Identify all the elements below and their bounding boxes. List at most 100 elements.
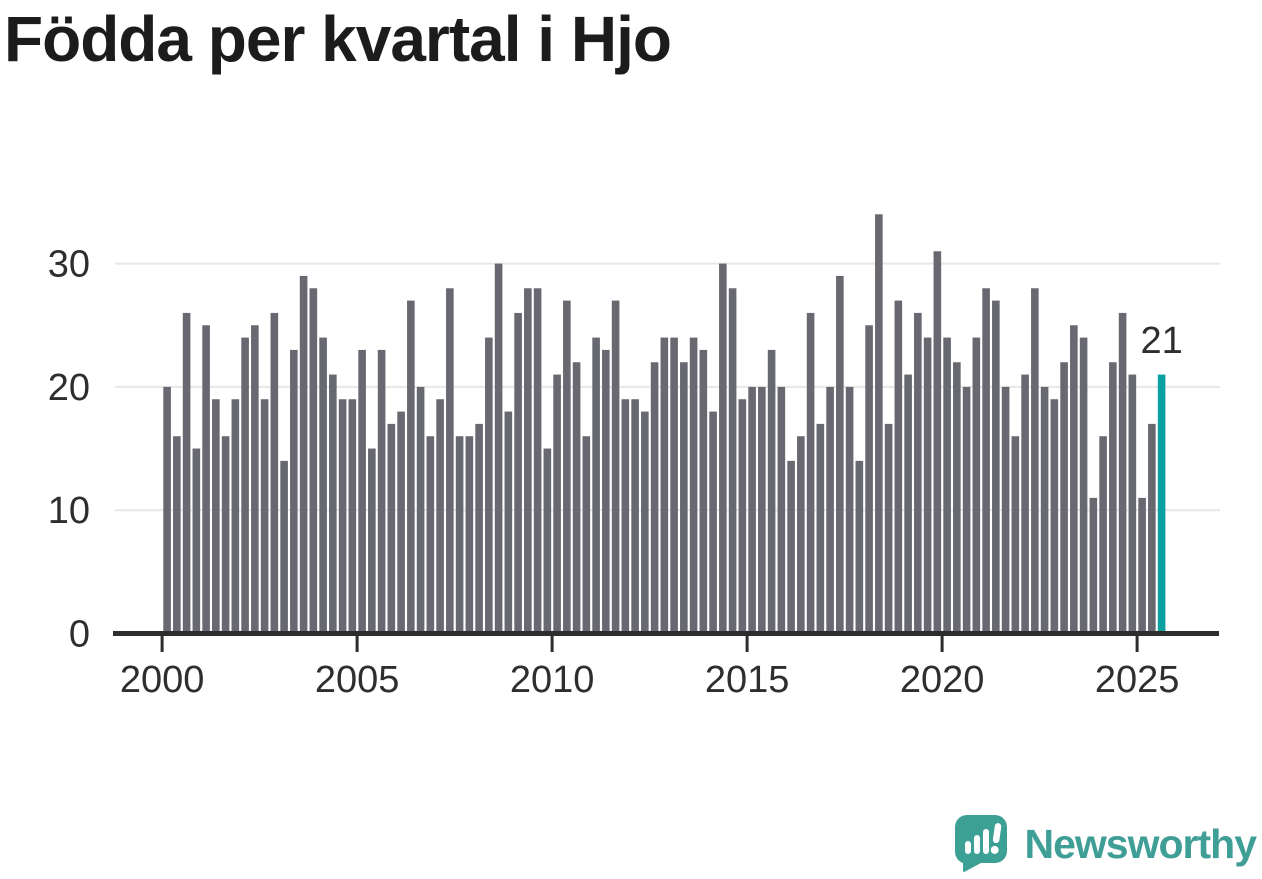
bar <box>709 411 717 634</box>
bar <box>465 436 474 634</box>
bar <box>387 423 396 634</box>
bar <box>475 423 483 634</box>
bar <box>309 288 318 634</box>
bar <box>446 288 454 634</box>
bar <box>826 386 834 634</box>
bar <box>797 436 805 634</box>
bar <box>670 337 678 634</box>
bar <box>260 399 269 634</box>
bar <box>290 349 298 634</box>
bar <box>641 411 649 634</box>
bar <box>592 337 600 634</box>
bar <box>884 423 893 634</box>
bar <box>1060 362 1068 634</box>
bar <box>348 399 357 634</box>
y-tick-label: 0 <box>69 614 90 656</box>
bar <box>923 337 932 634</box>
bar <box>836 275 844 634</box>
bar <box>914 312 922 634</box>
bar <box>182 312 191 634</box>
bar <box>163 386 171 634</box>
bar <box>845 386 854 634</box>
bar <box>855 460 864 634</box>
bar <box>1089 497 1098 634</box>
x-tick-label: 2025 <box>1095 659 1180 701</box>
bar <box>1079 337 1088 634</box>
newsworthy-bubble-icon <box>954 815 1007 872</box>
logo-bar-medium <box>973 835 980 854</box>
bar <box>358 349 366 634</box>
bar <box>631 399 639 634</box>
bar <box>319 337 327 634</box>
bar <box>982 288 990 634</box>
speech-bubble-shape <box>954 815 1007 872</box>
y-tick-label: 10 <box>48 490 90 532</box>
bar <box>173 436 181 634</box>
bar-chart: 0 10 20 30 2000 2005 2010 2015 2020 2025 21 <box>48 214 1220 701</box>
chart-title: Födda per kvartal i Hjo <box>4 3 672 75</box>
bar <box>563 300 571 634</box>
bar <box>1148 423 1156 634</box>
bar <box>767 349 776 634</box>
bar <box>1031 288 1039 634</box>
bar <box>426 436 435 634</box>
bar <box>602 349 610 634</box>
bar <box>524 288 532 634</box>
bar <box>416 386 425 634</box>
highlight-value-label: 21 <box>1140 320 1182 362</box>
bar <box>758 386 766 634</box>
bar <box>1099 436 1107 634</box>
bar <box>280 460 288 634</box>
bar <box>202 325 210 634</box>
bar <box>787 460 795 634</box>
y-tick-label: 30 <box>48 244 90 286</box>
bar <box>270 312 279 634</box>
bar <box>241 337 249 634</box>
bar <box>582 436 591 634</box>
bar <box>962 386 971 634</box>
bar <box>719 263 727 634</box>
x-tick-label: 2020 <box>900 659 985 701</box>
bar <box>875 214 883 634</box>
bar <box>816 423 825 634</box>
bar <box>1070 325 1078 634</box>
bar <box>1138 497 1146 634</box>
bar <box>533 288 542 634</box>
x-tick-label: 2000 <box>120 659 205 701</box>
bar <box>231 399 240 634</box>
bar <box>221 436 230 634</box>
bar <box>1001 386 1010 634</box>
bar <box>485 337 493 634</box>
x-tick-label: 2015 <box>705 659 790 701</box>
bar <box>660 337 669 634</box>
bar <box>1128 374 1137 634</box>
bar <box>611 300 620 634</box>
bar <box>368 448 376 634</box>
bar <box>338 399 347 634</box>
x-axis-line <box>113 631 1219 636</box>
x-tick-label: 2010 <box>510 659 595 701</box>
bar <box>329 374 337 634</box>
bar <box>407 300 415 634</box>
bar <box>494 263 503 634</box>
bar-highlighted <box>1157 374 1166 634</box>
bar <box>806 312 815 634</box>
bar <box>933 251 942 634</box>
bar <box>1021 374 1029 634</box>
x-tick-label: 2005 <box>315 659 400 701</box>
bar <box>436 399 444 634</box>
y-tick-label: 20 <box>48 367 90 409</box>
bar <box>699 349 708 634</box>
bar <box>572 362 581 634</box>
newsworthy-logo[interactable]: Newsworthy <box>954 815 1257 873</box>
bar <box>553 374 561 634</box>
bar <box>621 399 630 634</box>
bar <box>953 362 961 634</box>
bar <box>377 349 386 634</box>
bar <box>680 362 688 634</box>
bar <box>728 288 737 634</box>
bar <box>1050 399 1059 634</box>
bar <box>397 411 405 634</box>
bar <box>1118 312 1127 634</box>
newsworthy-wordmark: Newsworthy <box>1024 820 1257 867</box>
